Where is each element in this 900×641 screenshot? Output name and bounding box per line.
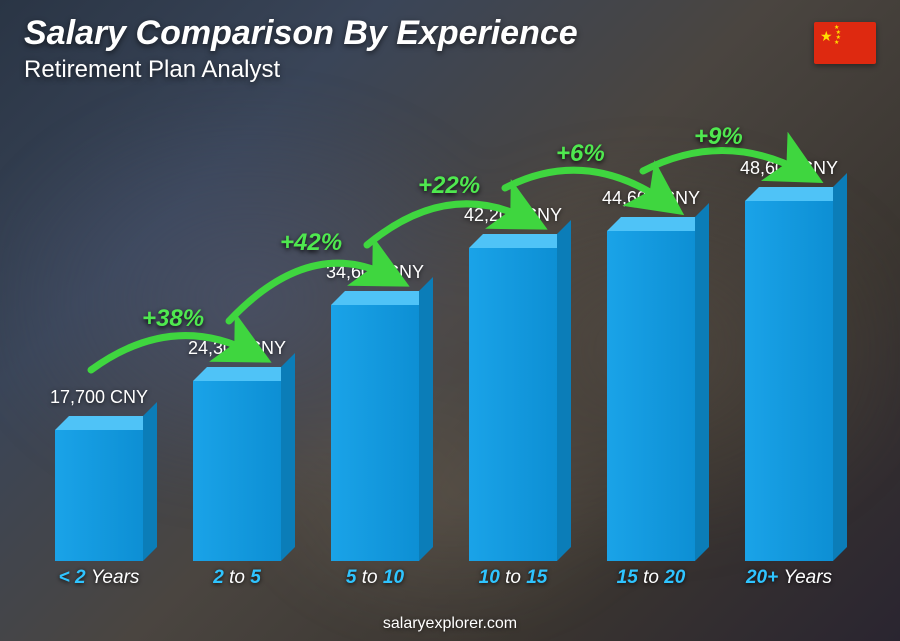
source-footer: salaryexplorer.com — [0, 615, 900, 633]
category-label: 15 to 20 — [582, 567, 720, 589]
bar-face — [193, 381, 281, 561]
bar-face — [745, 201, 833, 561]
category-label: 5 to 10 — [306, 567, 444, 589]
delta-label: +9% — [694, 123, 743, 151]
flag-star-icon: ★ ★ ★★ — [834, 26, 841, 46]
bar-face — [607, 231, 695, 561]
chart-title: Salary Comparison By Experience — [24, 14, 578, 53]
bar-value-label: 48,600 CNY — [740, 158, 838, 179]
category-label: 2 to 5 — [168, 567, 306, 589]
bar-face — [469, 248, 557, 561]
bar — [331, 305, 419, 561]
bar-value-label: 44,600 CNY — [602, 188, 700, 209]
bar — [607, 231, 695, 561]
country-flag-china: ★ ★ ★ ★★ — [814, 22, 876, 64]
bar — [55, 430, 143, 561]
bar-value-label: 24,300 CNY — [188, 338, 286, 359]
category-label: < 2 Years — [30, 567, 168, 589]
bar-chart: 17,700 CNY < 2 Years 24,300 CNY 2 to 5 34,60… — [30, 69, 860, 589]
bar-face — [55, 430, 143, 561]
bar-face — [331, 305, 419, 561]
delta-label: +38% — [142, 305, 204, 333]
delta-label: +42% — [280, 229, 342, 257]
bar — [469, 248, 557, 561]
category-label: 10 to 15 — [444, 567, 582, 589]
category-label: 20+ Years — [720, 567, 858, 589]
bar-value-label: 42,200 CNY — [464, 205, 562, 226]
delta-label: +22% — [418, 172, 480, 200]
bar-value-label: 34,600 CNY — [326, 262, 424, 283]
infographic-stage: Salary Comparison By Experience Retireme… — [0, 0, 900, 641]
bar-value-label: 17,700 CNY — [50, 387, 148, 408]
bar — [193, 381, 281, 561]
flag-star-icon: ★ — [820, 28, 833, 45]
delta-label: +6% — [556, 140, 605, 168]
bar — [745, 201, 833, 561]
